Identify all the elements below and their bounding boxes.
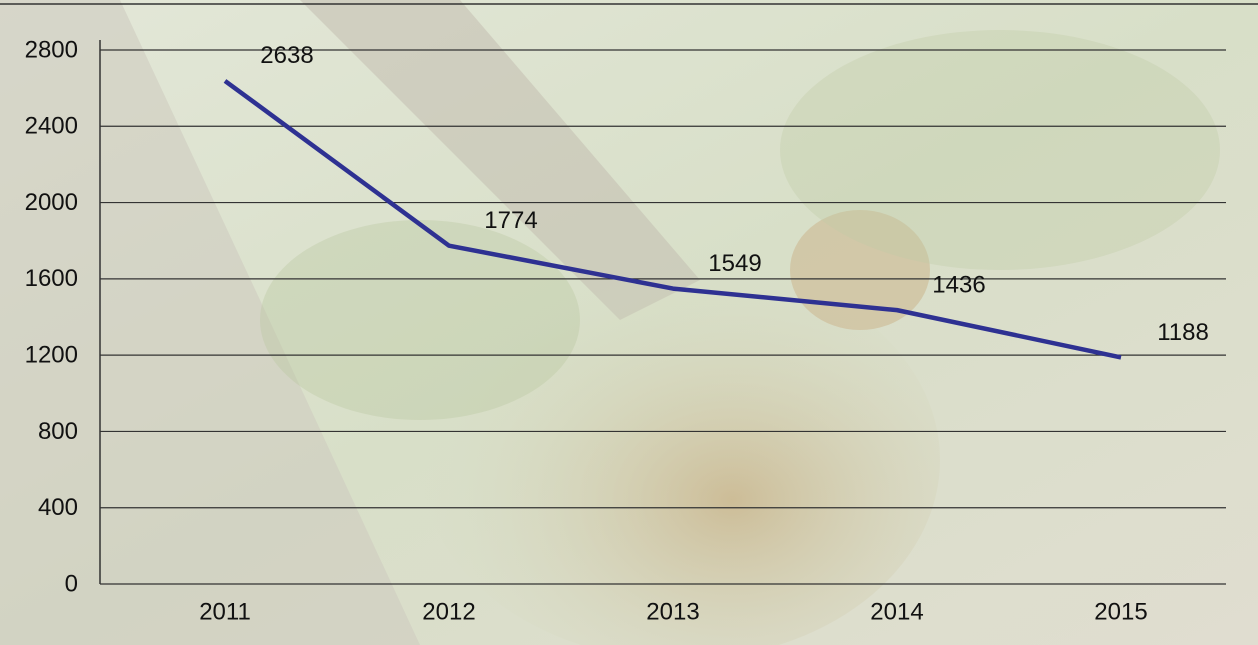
y-tick-label: 800: [38, 418, 78, 445]
y-tick-label: 2400: [25, 113, 78, 140]
data-label: 1188: [1157, 319, 1209, 346]
y-tick-label: 0: [65, 570, 78, 597]
data-line: [223, 79, 1122, 360]
x-tick-label: 2013: [646, 598, 699, 625]
y-tick-label: 1200: [25, 341, 78, 368]
y-tick-label: 400: [38, 494, 78, 521]
x-tick-label: 2014: [870, 598, 923, 625]
x-tick-label: 2012: [422, 598, 475, 625]
foliage: [260, 220, 580, 420]
data-label: 1549: [708, 250, 761, 277]
x-tick-label: 2011: [199, 598, 251, 625]
data-label: 2638: [260, 42, 313, 69]
foliage: [780, 30, 1220, 270]
tree-trunk: [0, 0, 420, 645]
y-tick-label: 1600: [25, 265, 78, 292]
data-label: 1774: [484, 207, 537, 234]
y-tick-label: 2800: [25, 36, 78, 63]
cheetah-shape: [420, 260, 940, 645]
data-label: 1436: [932, 271, 985, 298]
cheetah-head: [790, 210, 930, 330]
y-tick-label: 2000: [25, 189, 78, 216]
tree-branch: [300, 0, 700, 320]
x-tick-label: 2015: [1094, 598, 1147, 625]
